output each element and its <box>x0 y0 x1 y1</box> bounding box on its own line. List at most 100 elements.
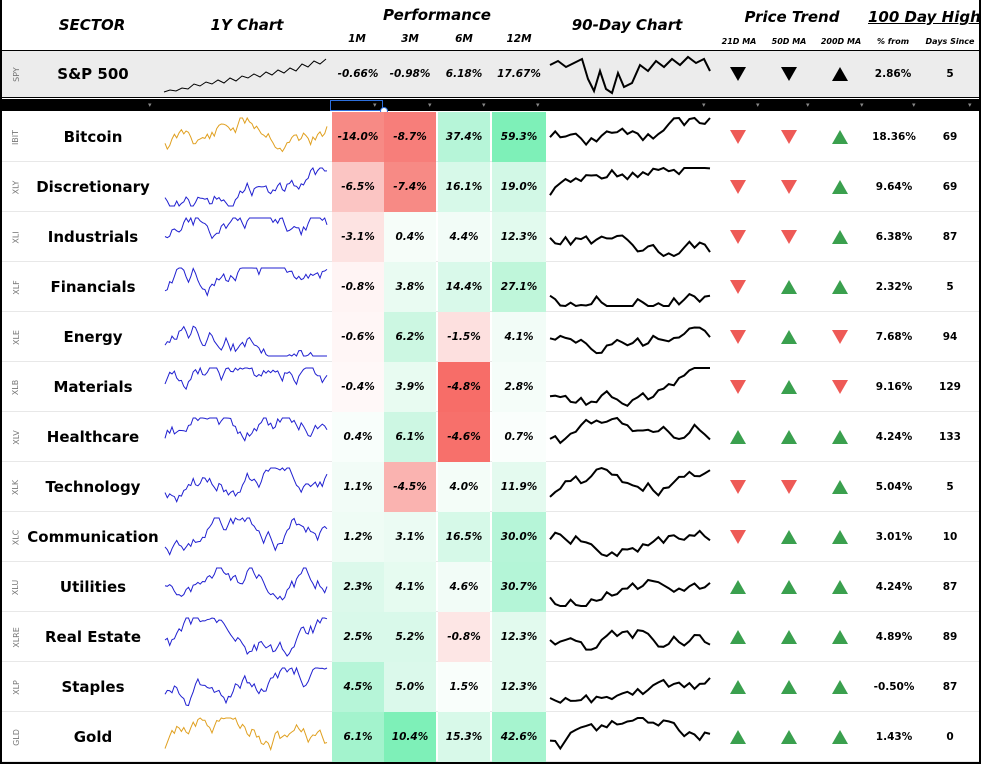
ma200-trend-up-arrow-icon <box>832 180 848 194</box>
filter-dropdown-icon[interactable]: ▾ <box>536 101 540 109</box>
chart-90d <box>549 629 711 651</box>
perf-cell-3m: 3.8% <box>384 262 436 312</box>
days-since-high: 5 <box>946 481 954 493</box>
sector-name: Bitcoin <box>63 128 123 146</box>
perf-cell-12m: 59.3% <box>492 112 546 162</box>
sector-row: XLF Financials -0.8% 3.8% 14.4% 27.1% 2.32% 5 <box>2 262 979 312</box>
perf-cell-12m: 12.3% <box>492 612 546 662</box>
filter-dropdown-icon[interactable]: ▾ <box>968 101 972 109</box>
perf-cell-6m: 4.0% <box>438 462 490 512</box>
pct-from-high: 4.24% <box>875 581 913 593</box>
ma50-trend-up-arrow-icon <box>781 630 797 644</box>
perf-cell-3m: 10.4% <box>384 712 436 762</box>
perf-cell-1m: -3.1% <box>332 212 384 262</box>
ma21-trend-up-arrow-icon <box>730 630 746 644</box>
sector-row: XLE Energy -0.6% 6.2% -1.5% 4.1% 7.68% 94 <box>2 312 979 362</box>
perf-cell-12m: 27.1% <box>492 262 546 312</box>
ma50-trend-up-arrow-icon <box>781 280 797 294</box>
perf-cell-1m: -0.6% <box>332 312 384 362</box>
perf-cell-3m: -4.5% <box>384 462 436 512</box>
chart-90d <box>549 578 711 607</box>
pct-from-high: 7.68% <box>875 331 913 343</box>
days-since-header: Days Since <box>925 37 975 46</box>
ma21-trend-down-arrow-icon <box>730 530 746 544</box>
days-since-high: 87 <box>942 581 958 593</box>
ma21-trend-up-arrow-icon <box>730 580 746 594</box>
ma50-trend-up-arrow-icon <box>781 580 797 594</box>
pct-from-high: 6.38% <box>875 231 913 243</box>
filter-dropdown-icon[interactable]: ▾ <box>373 101 377 109</box>
ma200-trend-up-arrow-icon <box>832 230 848 244</box>
ma50-trend-down-arrow-icon <box>781 130 797 144</box>
days-since-high: 129 <box>939 381 961 393</box>
chart-90d <box>549 326 711 355</box>
ma200-trend-up-arrow-icon <box>832 480 848 494</box>
sector-name: Materials <box>53 378 133 396</box>
chart-1y <box>164 167 328 207</box>
sector-header: SECTOR <box>58 16 126 34</box>
chart-1y <box>164 366 328 391</box>
ma200-trend-down-arrow-icon <box>832 330 848 344</box>
spy-m3: -0.98% <box>389 68 431 80</box>
chart-90d <box>549 717 711 751</box>
perf-cell-1m: -0.4% <box>332 362 384 412</box>
perf-cell-12m: 19.0% <box>492 162 546 212</box>
perf-cell-12m: 2.8% <box>492 362 546 412</box>
perf-cell-6m: 4.4% <box>438 212 490 262</box>
sector-name: Real Estate <box>44 628 142 646</box>
filter-dropdown-icon[interactable]: ▾ <box>428 101 432 109</box>
filter-dropdown-icon[interactable]: ▾ <box>482 101 486 109</box>
ma21-trend-up-arrow-icon <box>730 680 746 694</box>
perf-cell-1m: -6.5% <box>332 162 384 212</box>
sector-row: GLD Gold 6.1% 10.4% 15.3% 42.6% 1.43% 0 <box>2 712 979 762</box>
ma50-trend-up-arrow-icon <box>781 680 797 694</box>
filter-dropdown-icon[interactable]: ▾ <box>756 101 760 109</box>
chart-90d <box>549 234 711 258</box>
sector-name: Industrials <box>47 228 139 246</box>
pct-from-high: 3.01% <box>875 531 913 543</box>
ma21-trend-down-arrow-icon <box>730 180 746 194</box>
pct-from-high: -0.50% <box>873 681 915 693</box>
ma21-trend-down-arrow-icon <box>730 480 746 494</box>
ticker-label: XLY <box>11 180 21 194</box>
perf-cell-6m: 37.4% <box>438 112 490 162</box>
spy-row: SPY S&P 500 -0.66% -0.98% 6.18% 17.67% 2… <box>2 50 979 98</box>
perf-cell-12m: 0.7% <box>492 412 546 462</box>
sector-name: Gold <box>73 728 113 746</box>
perf-cell-12m: 42.6% <box>492 712 546 762</box>
spy-1y-chart <box>163 58 327 93</box>
cell-selection[interactable] <box>330 100 383 111</box>
filter-dropdown-icon[interactable]: ▾ <box>806 101 810 109</box>
filter-dropdown-icon[interactable]: ▾ <box>702 101 706 109</box>
chart-1y <box>164 567 328 601</box>
sector-row: XLRE Real Estate 2.5% 5.2% -0.8% 12.3% 4.89% 89 <box>2 612 979 662</box>
filter-dropdown-icon[interactable]: ▾ <box>860 101 864 109</box>
ma21-trend-down-arrow-icon <box>730 280 746 294</box>
filter-dropdown-icon[interactable]: ▾ <box>148 101 152 109</box>
perf-cell-1m: -14.0% <box>332 112 384 162</box>
pct-from-high: 9.64% <box>875 181 913 193</box>
perf-cell-12m: 11.9% <box>492 462 546 512</box>
chart-1y-header: 1Y Chart <box>210 16 284 34</box>
ticker-label: XLRE <box>11 626 21 648</box>
perf-cell-1m: -0.8% <box>332 262 384 312</box>
ma50-trend-up-arrow-icon <box>781 530 797 544</box>
perf-cell-6m: -4.8% <box>438 362 490 412</box>
chart-90d <box>549 416 711 445</box>
pct-from-high: 9.16% <box>875 381 913 393</box>
perf-cell-6m: 14.4% <box>438 262 490 312</box>
chart-1y <box>164 717 328 752</box>
sector-name: Communication <box>27 528 159 546</box>
ma50-trend-down-arrow-icon <box>781 180 797 194</box>
chart-1y <box>164 325 327 357</box>
spy-name: S&P 500 <box>57 65 129 83</box>
perf-cell-12m: 30.7% <box>492 562 546 612</box>
chart-90-header: 90-Day Chart <box>571 16 683 34</box>
filter-dropdown-icon[interactable]: ▾ <box>912 101 916 109</box>
sector-name: Discretionary <box>36 178 150 196</box>
ticker-label: XLI <box>11 230 21 244</box>
perf-cell-1m: 2.5% <box>332 612 384 662</box>
ma50-trend-up-arrow-icon <box>781 730 797 744</box>
ma50-header: 50D MA <box>771 37 807 46</box>
perf-cell-3m: 6.2% <box>384 312 436 362</box>
